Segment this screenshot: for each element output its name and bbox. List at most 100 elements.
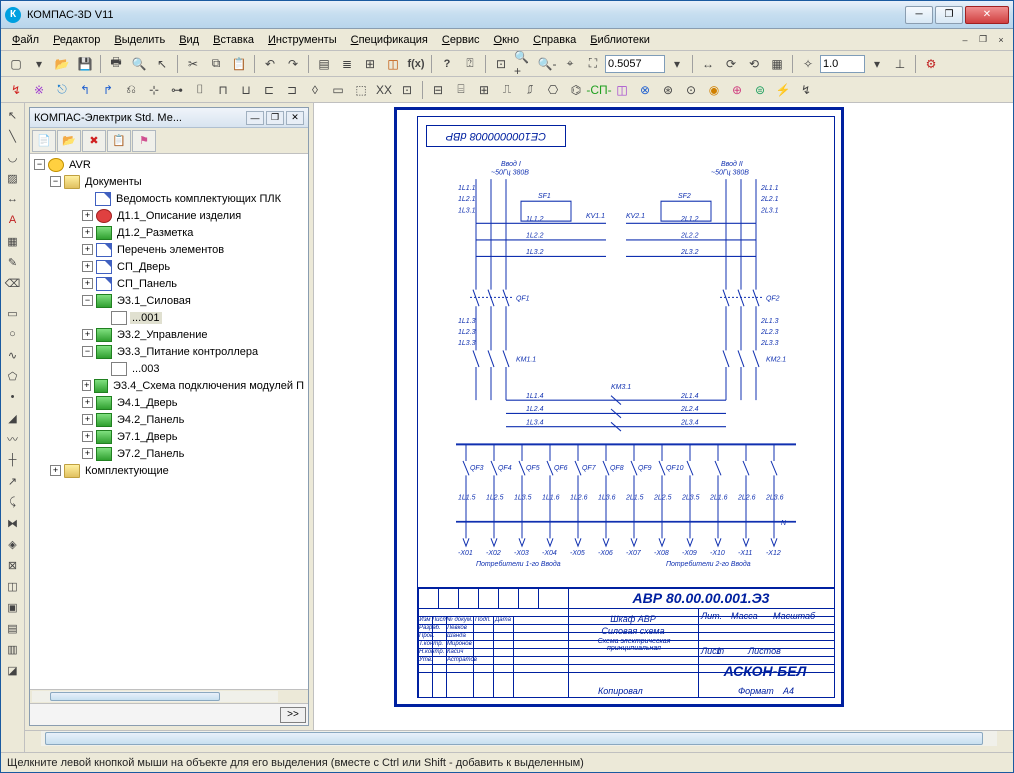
lt-circ-icon[interactable]: ○ <box>3 324 23 344</box>
zoom-fit-button[interactable]: ⊡ <box>490 53 512 75</box>
lt-x6-icon[interactable]: ◪ <box>3 660 23 680</box>
lt-off-icon[interactable]: ↗ <box>3 471 23 491</box>
et-12-icon[interactable]: ⊏ <box>258 79 280 101</box>
save-button[interactable]: 💾 <box>74 53 96 75</box>
layers-button[interactable]: ≣ <box>336 53 358 75</box>
project-tree[interactable]: − AVR − Документы Ведомость комплектующи… <box>30 154 308 689</box>
et-10-icon[interactable]: ⊓ <box>212 79 234 101</box>
et-18-icon[interactable]: ⊟ <box>427 79 449 101</box>
zoom-input[interactable] <box>605 55 665 73</box>
panel-min-button[interactable]: — <box>246 111 264 125</box>
menu-вид[interactable]: Вид <box>172 32 206 48</box>
menu-инструменты[interactable]: Инструменты <box>261 32 344 48</box>
et-3-icon[interactable]: ⎋ <box>51 79 73 101</box>
et-13-icon[interactable]: ⊐ <box>281 79 303 101</box>
copy-button[interactable]: ⧉ <box>205 53 227 75</box>
hscroll-thumb[interactable] <box>45 732 984 745</box>
menu-сервис[interactable]: Сервис <box>435 32 487 48</box>
tree-item[interactable]: +Э3.4_Схема подключения модулей П <box>32 377 306 394</box>
lt-hatch-icon[interactable]: ▨ <box>3 168 23 188</box>
et-22-icon[interactable]: ⎎ <box>519 79 541 101</box>
tree-item[interactable]: −Э3.1_Силовая <box>32 292 306 309</box>
lt-mir-icon[interactable]: ⧓ <box>3 513 23 533</box>
pan-button[interactable]: ↔ <box>697 53 719 75</box>
et-33-icon[interactable]: ↯ <box>795 79 817 101</box>
tree-item[interactable]: +Э4.1_Дверь <box>32 394 306 411</box>
tree-item[interactable]: +Э7.1_Дверь <box>32 428 306 445</box>
lt-bez-icon[interactable]: ∿ <box>3 345 23 365</box>
lt-x1-icon[interactable]: ⊠ <box>3 555 23 575</box>
hscrollbar[interactable] <box>25 730 1013 746</box>
et-17-icon[interactable]: ⊡ <box>396 79 418 101</box>
lt-line-icon[interactable]: ╲ <box>3 126 23 146</box>
lt-ax-icon[interactable]: ┼ <box>3 450 23 470</box>
et-19-icon[interactable]: ⌸ <box>450 79 472 101</box>
et-9-icon[interactable]: ⌷ <box>189 79 211 101</box>
lt-table-icon[interactable]: ▦ <box>3 231 23 251</box>
et-24-icon[interactable]: ⌬ <box>565 79 587 101</box>
et-15-icon[interactable]: ▭ <box>327 79 349 101</box>
et-2-icon[interactable]: ※ <box>28 79 50 101</box>
lt-arr-icon[interactable]: ◈ <box>3 534 23 554</box>
menu-справка[interactable]: Справка <box>526 32 583 48</box>
menu-окно[interactable]: Окно <box>487 32 527 48</box>
et-14-icon[interactable]: ◊ <box>304 79 326 101</box>
menu-выделить[interactable]: Выделить <box>107 32 172 48</box>
close-button[interactable]: ✕ <box>965 6 1009 24</box>
et-20-icon[interactable]: ⊞ <box>473 79 495 101</box>
et-21-icon[interactable]: ⎍ <box>496 79 518 101</box>
lib-button[interactable]: ◫ <box>382 53 404 75</box>
refresh-button[interactable]: ⟲ <box>743 53 765 75</box>
pt-del-icon[interactable]: ✖ <box>82 130 106 152</box>
drawing-canvas[interactable]: СЕ1000000008 dBP Ввод I ~50Гц 380В Ввод … <box>313 103 1013 730</box>
pt-new-icon[interactable]: 📄 <box>32 130 56 152</box>
rotate-button[interactable]: ⟳ <box>720 53 742 75</box>
whatsthis-button[interactable]: ⍰ <box>459 53 481 75</box>
et-28-icon[interactable]: ⊙ <box>680 79 702 101</box>
tree-item[interactable]: +СП_Панель <box>32 275 306 292</box>
mdi-restore-button[interactable]: ❐ <box>975 33 991 47</box>
preview-button[interactable]: 🔍 <box>128 53 150 75</box>
lt-poly-icon[interactable]: ⬠ <box>3 366 23 386</box>
mdi-close-button[interactable]: × <box>993 33 1009 47</box>
maximize-button[interactable]: ❐ <box>935 6 963 24</box>
vars-button[interactable]: ⊞ <box>359 53 381 75</box>
menu-редактор[interactable]: Редактор <box>46 32 107 48</box>
et-23-icon[interactable]: ⎔ <box>542 79 564 101</box>
menu-библиотеки[interactable]: Библиотеки <box>583 32 657 48</box>
et-5-icon[interactable]: ↱ <box>97 79 119 101</box>
mdi-minimize-button[interactable]: – <box>957 33 973 47</box>
tree-komplekt[interactable]: + Комплектующие <box>32 462 306 479</box>
pt-open-icon[interactable]: 📂 <box>57 130 81 152</box>
pt-props-icon[interactable]: ⚑ <box>132 130 156 152</box>
lt-rect-icon[interactable]: ▭ <box>3 303 23 323</box>
et-8-icon[interactable]: ⊶ <box>166 79 188 101</box>
lt-x2-icon[interactable]: ◫ <box>3 576 23 596</box>
zoom-area-button[interactable]: ⌖ <box>559 53 581 75</box>
zoom-dd-icon[interactable]: ▾ <box>666 53 688 75</box>
lt-x5-icon[interactable]: ▥ <box>3 639 23 659</box>
tree-item[interactable]: +Э7.2_Панель <box>32 445 306 462</box>
panel-go-button[interactable]: >> <box>280 707 306 723</box>
et-6-icon[interactable]: ⎌ <box>120 79 142 101</box>
new-button[interactable]: ▢ <box>5 53 27 75</box>
et-25-icon[interactable]: ◫ <box>611 79 633 101</box>
tree-item[interactable]: ...001 <box>32 309 306 326</box>
tree-item[interactable]: +СП_Дверь <box>32 258 306 275</box>
menu-спецификация[interactable]: Спецификация <box>344 32 435 48</box>
et-4-icon[interactable]: ↰ <box>74 79 96 101</box>
lt-x4-icon[interactable]: ▤ <box>3 618 23 638</box>
tree-item[interactable]: Ведомость комплектующих ПЛК <box>32 190 306 207</box>
zoom-in-button[interactable]: 🔍+ <box>513 53 535 75</box>
tree-item[interactable]: +Э3.2_Управление <box>32 326 306 343</box>
et-cn-icon[interactable]: -СП- <box>588 79 610 101</box>
et-30-icon[interactable]: ⊕ <box>726 79 748 101</box>
scale-dd-icon[interactable]: ▾ <box>866 53 888 75</box>
zoom-all-button[interactable]: ⛶ <box>582 53 604 75</box>
snap-button[interactable]: ✧ <box>797 53 819 75</box>
lt-brk-icon[interactable]: ⤹ <box>3 492 23 512</box>
zoom-out-button[interactable]: 🔍- <box>536 53 558 75</box>
grid-button[interactable]: ▦ <box>766 53 788 75</box>
tree-item[interactable]: −Э3.3_Питание контроллера <box>32 343 306 360</box>
panel-close-button[interactable]: ✕ <box>286 111 304 125</box>
